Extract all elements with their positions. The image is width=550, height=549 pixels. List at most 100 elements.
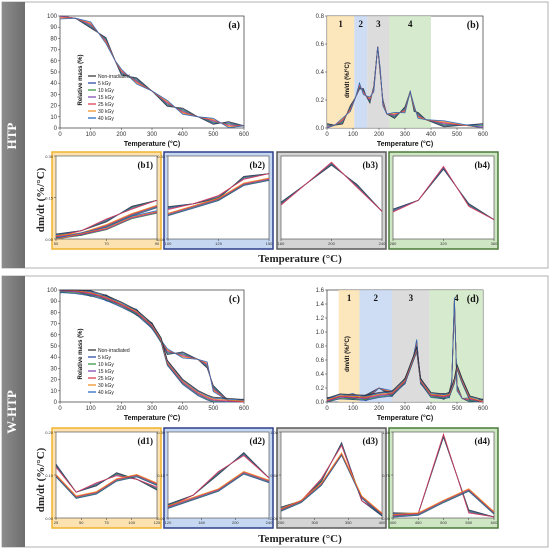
ytick-label-a-7: 70 (50, 48, 57, 54)
ytick-label-d-4: 0.8 (316, 344, 325, 350)
region-label-b-2: 2 (359, 19, 364, 29)
series-line-d2-0-4 (167, 455, 270, 508)
series-line-d2-1-0 (167, 473, 270, 509)
xtick-label-d4-0: 400 (390, 520, 397, 525)
whtp-shared-ylabel: dm/dt (%/°C) (35, 447, 47, 512)
ytick-label-d4-1: 0.75 (382, 473, 391, 478)
ytick-label-d-6: 1.2 (316, 316, 325, 322)
region-label-d-4: 4 (454, 293, 459, 303)
xtick-label-c-0: 0 (58, 406, 62, 412)
xtick-label-c-5: 500 (208, 406, 219, 412)
legend-entry-c-6: 40 kGy (98, 390, 114, 396)
series-line-d3-1-4 (280, 452, 383, 514)
ytick-label-a-6: 60 (50, 59, 57, 65)
xtick-label-d-5: 500 (452, 406, 463, 412)
panel-d: 1 2 3 4 0 100 200 300 400 500 600 0.0 0.2 0.4 0.6 0.8 1.… (316, 288, 489, 422)
panel-d4-plotarea (392, 431, 495, 519)
xtick-label-b3-0: 160 (278, 241, 285, 246)
xtick-label-d2-2: 200 (232, 520, 239, 525)
ytick-label-a-0: 0 (54, 126, 58, 132)
panel-label-a: (a) (228, 20, 240, 31)
xtick-label-a-2: 200 (116, 132, 127, 138)
xtick-label-b2-1: 125 (215, 241, 222, 246)
panel-b2: 100 125 150 0.00 0.33 (b2) (157, 151, 274, 250)
panel-label-d: (d) (467, 294, 479, 305)
region-b-3 (367, 16, 390, 128)
ytick-label-c-9: 90 (50, 299, 57, 305)
panel-b3-plotarea (280, 155, 383, 240)
panel-c: 0 100 200 300 400 500 600 0 10 20 30 40 50 60 70 80 90 10… (47, 288, 250, 422)
ytick-label-b2-1: 0.33 (157, 154, 166, 159)
ytick-label-d1-1: 0.10 (45, 473, 54, 478)
series-line-d4-1-3 (392, 488, 495, 516)
xtick-label-b-6: 600 (478, 132, 489, 138)
xtick-label-b4-0: 280 (390, 241, 397, 246)
region-label-b-3: 3 (376, 19, 381, 29)
series-line-b2-1-4 (167, 177, 270, 214)
xtick-label-b-4: 400 (426, 132, 437, 138)
legend-entry-a-3: 15 kGy (98, 95, 114, 101)
xtick-label-b-5: 500 (452, 132, 463, 138)
xtick-label-b2-2: 150 (266, 241, 273, 246)
xtick-label-c-1: 100 (86, 406, 97, 412)
xtick-label-b1-0: 50 (54, 241, 59, 246)
legend-entry-a-1: 5 kGy (98, 81, 112, 87)
xtick-label-d2-3: 240 (266, 520, 273, 525)
series-line-d4-1-4 (392, 488, 495, 515)
xtick-label-b3-2: 240 (379, 241, 386, 246)
ytick-label-a-9: 90 (50, 25, 57, 31)
series-line-b1-2-3 (55, 210, 158, 240)
legend-entry-a-2: 10 kGy (98, 88, 114, 94)
ytick-label-a-10: 100 (47, 14, 58, 20)
xtick-label-d4-2: 500 (440, 520, 447, 525)
ytick-label-b2-0: 0.00 (157, 237, 166, 242)
series-line-a-0-2 (59, 15, 245, 127)
xtick-label-d-3: 300 (400, 406, 411, 412)
ytick-label-b-2: 0.4 (316, 70, 325, 76)
series-line-d2-1-2 (167, 472, 270, 508)
xtick-label-b2-0: 100 (165, 241, 172, 246)
xtick-label-c-2: 200 (116, 406, 127, 412)
ytick-label-d-3: 0.6 (316, 358, 325, 364)
xtick-label-b-3: 300 (400, 132, 411, 138)
ytick-label-c-10: 100 (47, 288, 58, 294)
series-line-d2-1-1 (167, 472, 270, 509)
region-d-2 (359, 290, 392, 402)
series-line-d2-1-3 (167, 471, 270, 507)
xtick-label-a-0: 0 (58, 132, 62, 138)
legend-entry-c-0: Non-irradiated (98, 348, 130, 354)
series-line-d2-1-4 (167, 471, 270, 507)
xtick-label-d-0: 0 (325, 406, 329, 412)
series-line-d1-0-4 (55, 466, 158, 493)
series-line-b2-1-0 (167, 180, 270, 217)
ytick-label-d-1: 0.2 (316, 386, 325, 392)
htp-group-label: HTP (4, 123, 19, 150)
region-b-2 (354, 16, 368, 128)
series-line-a-0-1 (59, 15, 245, 127)
panel-label-d4: (d4) (475, 436, 491, 446)
ytick-label-a-5: 50 (50, 70, 57, 76)
ytick-label-a-2: 20 (50, 104, 57, 110)
xlabel-d: Temperature (°C) (377, 414, 433, 422)
region-label-b-4: 4 (408, 19, 413, 29)
xtick-label-b-0: 0 (325, 132, 329, 138)
xtick-label-c-4: 400 (178, 406, 189, 412)
ytick-label-d1-0: 0.00 (45, 516, 54, 521)
ytick-label-b-1: 0.2 (316, 98, 325, 104)
series-line-a-0-3 (59, 15, 245, 127)
ytick-label-a-8: 80 (50, 36, 57, 42)
xtick-label-d1-0: 25 (54, 520, 59, 525)
xtick-label-b-2: 200 (374, 132, 385, 138)
region-b-4 (389, 16, 431, 128)
panel-label-b4: (b4) (475, 160, 491, 170)
xtick-label-d-2: 200 (374, 406, 385, 412)
xtick-label-a-5: 500 (208, 132, 219, 138)
ytick-label-b1-2: 0.30 (45, 154, 54, 159)
panel-label-b2: (b2) (250, 160, 266, 170)
series-line-d1-1-3 (55, 474, 158, 497)
ytick-label-c-1: 10 (50, 389, 57, 395)
region-d-4 (429, 290, 483, 402)
xtick-label-d1-3: 100 (128, 520, 135, 525)
xtick-label-a-3: 300 (147, 132, 158, 138)
series-line-d4-1-2 (392, 489, 495, 517)
